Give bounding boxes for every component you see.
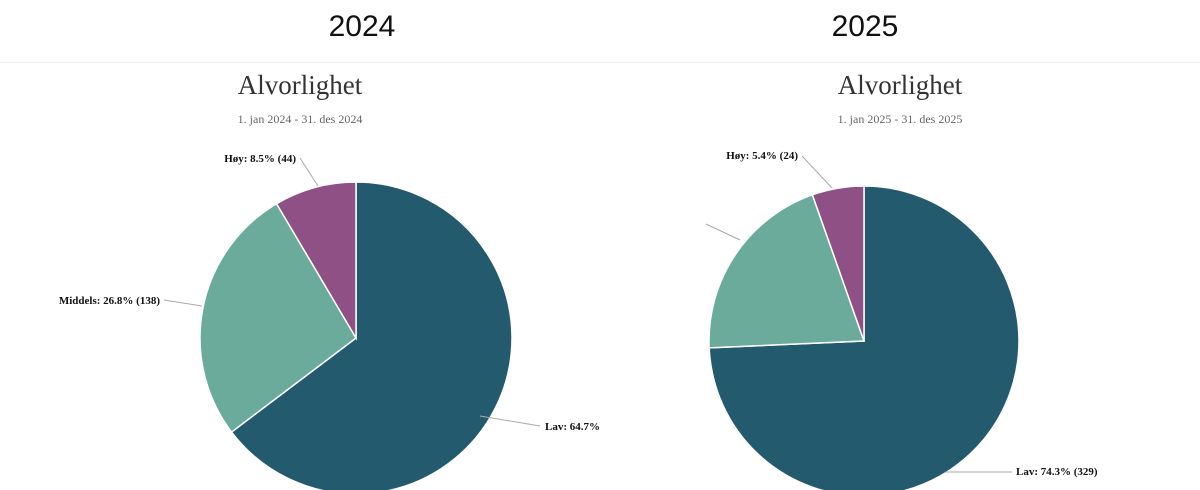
- slice-label: Middels: 26.8% (138): [59, 295, 160, 307]
- year-heading-2025: 2025: [831, 10, 899, 43]
- leader-line: [705, 223, 741, 241]
- chart-subtitle: 1. jan 2025 - 31. des 2025: [837, 112, 963, 126]
- slice-label: Høy: 5.4% (24): [726, 150, 798, 162]
- pie-slice-middels: [199, 202, 357, 434]
- pie-slice-hy: [275, 181, 357, 341]
- slice-label: Lav: 74.3% (329): [1016, 466, 1098, 478]
- pie-slice-hy: [811, 185, 865, 342]
- leader-line: [801, 155, 833, 189]
- chart-panel-2024: Alvorlighet 1. jan 2024 - 31. des 2024 L…: [0, 64, 600, 490]
- pie-slice-lav: [230, 181, 513, 490]
- chart-title: Alvorlighet: [237, 70, 363, 100]
- divider: [0, 62, 1200, 63]
- leader-line: [479, 415, 541, 427]
- chart-title: Alvorlighet: [837, 70, 963, 100]
- slice-label: Høy: 8.5% (44): [224, 153, 296, 165]
- leader-line: [163, 299, 203, 307]
- chart-subtitle: 1. jan 2024 - 31. des 2024: [237, 112, 363, 126]
- year-heading-2024: 2024: [328, 10, 396, 43]
- pie-chart-2025: Lav: 74.3% (329) Høy: 5.4% (24): [705, 150, 1098, 490]
- slice-label: Lav: 64.7% (333): [545, 421, 600, 433]
- pie-chart-2024: Lav: 64.7% (333) Middels: 26.8% (138) Høy:…: [59, 153, 600, 490]
- chart-panel-2025: Alvorlighet 1. jan 2025 - 31. des 2025 L…: [600, 64, 1200, 490]
- leader-line: [299, 157, 319, 187]
